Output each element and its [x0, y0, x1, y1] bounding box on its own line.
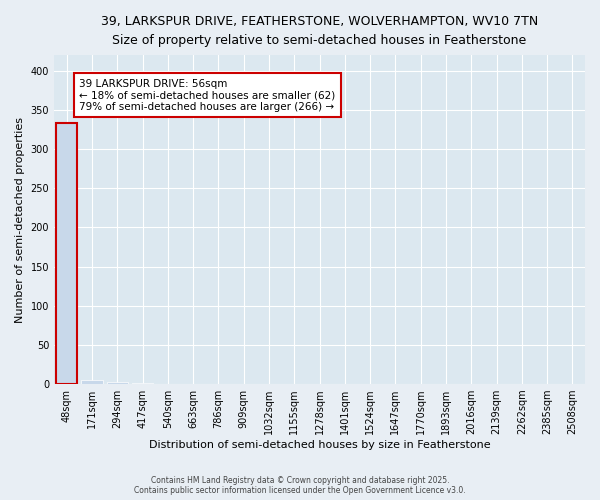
Bar	[132, 383, 153, 384]
Bar	[81, 380, 103, 384]
Y-axis label: Number of semi-detached properties: Number of semi-detached properties	[15, 116, 25, 322]
X-axis label: Distribution of semi-detached houses by size in Featherstone: Distribution of semi-detached houses by …	[149, 440, 490, 450]
Bar	[107, 382, 128, 384]
Title: 39, LARKSPUR DRIVE, FEATHERSTONE, WOLVERHAMPTON, WV10 7TN
Size of property relat: 39, LARKSPUR DRIVE, FEATHERSTONE, WOLVER…	[101, 15, 538, 47]
Text: Contains HM Land Registry data © Crown copyright and database right 2025.
Contai: Contains HM Land Registry data © Crown c…	[134, 476, 466, 495]
Bar	[56, 123, 77, 384]
Text: 39 LARKSPUR DRIVE: 56sqm
← 18% of semi-detached houses are smaller (62)
79% of s: 39 LARKSPUR DRIVE: 56sqm ← 18% of semi-d…	[79, 78, 335, 112]
